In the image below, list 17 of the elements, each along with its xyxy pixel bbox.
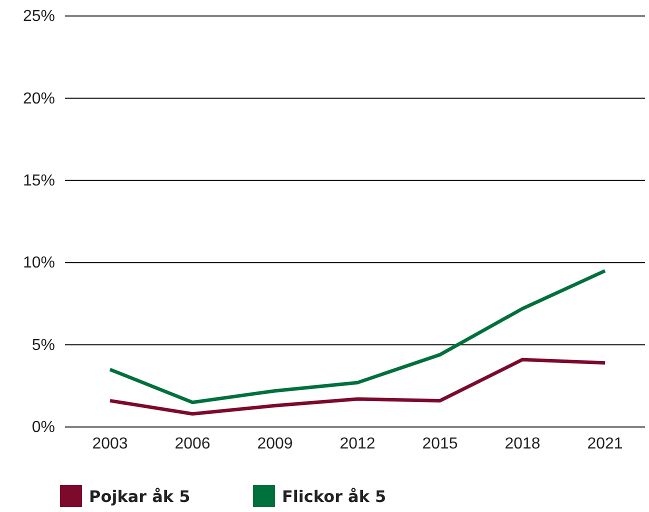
y-tick-label: 5% [32, 336, 55, 354]
y-tick-label: 25% [22, 8, 55, 26]
x-tick-label: 2006 [174, 435, 210, 452]
x-tick-label: 2009 [257, 435, 293, 452]
x-tick-label: 2015 [422, 435, 458, 452]
line-series [108, 358, 607, 416]
x-tick-label: 2012 [340, 435, 376, 452]
legend-label: Flickor åk 5 [282, 487, 386, 506]
line-series [108, 269, 607, 404]
y-tick-label: 10% [22, 254, 55, 272]
x-tick-label: 2018 [504, 435, 540, 452]
y-tick-label: 15% [22, 172, 55, 190]
y-tick-label: 20% [22, 90, 55, 108]
x-tick-label: 2003 [92, 435, 128, 452]
y-tick-label: 0% [32, 419, 55, 436]
x-tick-label: 2021 [587, 435, 623, 452]
legend-label: Pojkar åk 5 [89, 487, 190, 506]
